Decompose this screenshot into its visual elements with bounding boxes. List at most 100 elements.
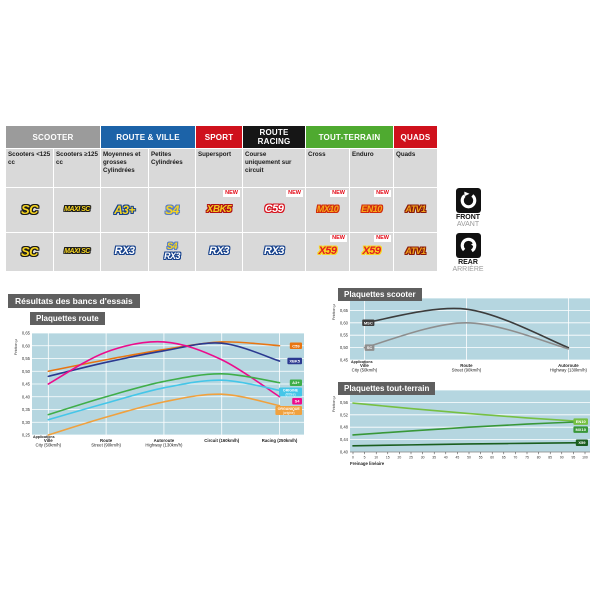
svg-text:70: 70: [514, 456, 518, 460]
svg-text:Autoroute: Autoroute: [154, 438, 175, 443]
pad-cell: NEWMAXI SC: [53, 232, 101, 272]
svg-text:65: 65: [502, 456, 506, 460]
svg-text:S4: S4: [295, 399, 301, 404]
tout-terrain-chart: Plaquettes tout-terrain 0,40 0,44 0,48 0,52…: [330, 382, 596, 480]
pad-cell: NEWS4RX3: [148, 232, 196, 272]
svg-text:85: 85: [548, 456, 552, 460]
svg-text:0,52: 0,52: [340, 412, 349, 417]
svg-text:Street (90km/h): Street (90km/h): [91, 443, 121, 448]
scooter-chart-title: Plaquettes scooter: [338, 288, 422, 301]
svg-text:MSC: MSC: [364, 320, 373, 325]
pad-cell: NEWMAXI SC: [53, 187, 101, 233]
pad-badge: MX10: [316, 204, 339, 215]
arriere-label: ARRIÈRE: [452, 266, 484, 273]
rear-axle-indicator: REAR ARRIÈRE: [442, 233, 494, 273]
svg-text:EN10: EN10: [576, 419, 587, 424]
svg-text:0,35: 0,35: [22, 407, 31, 412]
scooter-chart: Plaquettes scooter 0,450,500,550,600,650…: [330, 288, 596, 378]
group-scooter: SCOOTER: [5, 125, 101, 149]
avant-label: AVANT: [456, 221, 480, 228]
svg-text:100: 100: [582, 456, 588, 460]
pad-application-table: SCOOTER ROUTE & VILLE SPORT ROUTE RACING…: [5, 125, 438, 272]
pad-badge: X59: [318, 245, 337, 258]
pad-badge: S4: [166, 241, 178, 252]
svg-text:0,55: 0,55: [340, 333, 349, 338]
svg-text:45: 45: [456, 456, 460, 460]
subheader: Cross: [305, 148, 350, 188]
pad-badge: SC: [20, 201, 39, 217]
pad-badge: EN10: [361, 204, 382, 215]
route-chart: Plaquettes route 0,25 0,30 0,35 0,40 0,45 0,5…: [8, 312, 308, 464]
tout-terrain-chart-title: Plaquettes tout-terrain: [338, 382, 436, 395]
svg-text:10: 10: [374, 456, 378, 460]
pad-cell: NEW EN10: [349, 187, 394, 233]
svg-text:Route: Route: [100, 438, 113, 443]
pad-cell: NEW XBK5: [195, 187, 243, 233]
svg-text:City (50km/h): City (50km/h): [352, 368, 378, 373]
svg-text:95: 95: [572, 456, 576, 460]
pad-cell: NEW X59: [349, 232, 394, 272]
svg-text:0,50: 0,50: [340, 345, 349, 350]
subheader: Supersport: [195, 148, 243, 188]
svg-text:0,40: 0,40: [22, 394, 31, 399]
rear-pads-row: NEWSC NEWMAXI SC NEWRX3 NEWS4RX3 NEWRX3 …: [5, 232, 438, 272]
svg-text:0,65: 0,65: [340, 308, 349, 313]
svg-text:City (50km/h): City (50km/h): [36, 443, 62, 448]
svg-text:0,60: 0,60: [340, 320, 349, 325]
pad-badge: C59: [264, 203, 284, 216]
svg-text:ORIGINE: ORIGINE: [283, 388, 299, 392]
front-disc-icon: [455, 188, 481, 213]
pad-cell: NEWATV1: [393, 187, 438, 233]
pad-badge: X59: [362, 245, 381, 258]
svg-text:60: 60: [490, 456, 494, 460]
svg-text:SC: SC: [367, 345, 373, 350]
scooter-chart-svg: 0,450,500,550,600,650,70Friction µVilleC…: [332, 296, 590, 373]
pad-cell: NEW MX10: [305, 187, 350, 233]
svg-text:0,30: 0,30: [22, 420, 31, 425]
svg-text:C59: C59: [292, 343, 300, 348]
group-sport: SPORT: [195, 125, 243, 149]
svg-text:0,50: 0,50: [22, 369, 31, 374]
pad-badge: RX3: [114, 245, 135, 258]
svg-text:80: 80: [537, 456, 541, 460]
route-chart-title: Plaquettes route: [30, 312, 105, 325]
svg-text:0,48: 0,48: [340, 425, 349, 430]
svg-text:Ville: Ville: [44, 438, 53, 443]
tout-terrain-chart-svg: 0,400,440,480,520,560,60Friction µ051015…: [332, 388, 590, 466]
pad-cell: NEWRX3: [100, 232, 149, 272]
svg-text:0,45: 0,45: [22, 382, 31, 387]
svg-text:0: 0: [352, 456, 354, 460]
pad-badge: RX3: [209, 245, 229, 258]
pad-cell: NEWSC: [5, 232, 54, 272]
subheader: Petites Cylindrées: [148, 148, 196, 188]
svg-text:5: 5: [364, 456, 366, 460]
subheader: Scooters ≥125 cc: [53, 148, 101, 188]
pad-cell: NEWA3+: [100, 187, 149, 233]
svg-text:0,65: 0,65: [22, 331, 31, 336]
new-badge: NEW: [330, 190, 347, 197]
svg-text:0,25: 0,25: [22, 433, 31, 438]
svg-text:Ville: Ville: [360, 363, 369, 368]
svg-text:55: 55: [479, 456, 483, 460]
subheader: Scooters <125 cc: [5, 148, 54, 188]
pad-badge: ATV1: [405, 246, 426, 257]
svg-text:ORGANIQUE: ORGANIQUE: [278, 407, 301, 411]
svg-text:0,60: 0,60: [22, 343, 31, 348]
pad-badge: MAXI SC: [64, 248, 90, 256]
front-label: FRONT: [455, 214, 481, 221]
pad-badge: ATV1: [405, 204, 426, 215]
category-header-row: SCOOTER ROUTE & VILLE SPORT ROUTE RACING…: [5, 125, 438, 149]
svg-text:0,56: 0,56: [340, 400, 349, 405]
pad-badge: RX3: [163, 251, 181, 261]
svg-text:40: 40: [444, 456, 448, 460]
new-badge: NEW: [223, 190, 240, 197]
pad-cell: NEWSC: [5, 187, 54, 233]
group-quads: QUADS: [393, 125, 438, 149]
pad-badge: RX3: [264, 245, 284, 258]
pad-badge: S4: [165, 202, 179, 217]
pad-badge: SC: [20, 243, 39, 259]
svg-text:Highway (130km/h): Highway (130km/h): [550, 368, 588, 373]
group-route-ville: ROUTE & VILLE: [100, 125, 196, 149]
pad-cell: NEW X59: [305, 232, 350, 272]
svg-text:Friction µ: Friction µ: [332, 303, 336, 320]
